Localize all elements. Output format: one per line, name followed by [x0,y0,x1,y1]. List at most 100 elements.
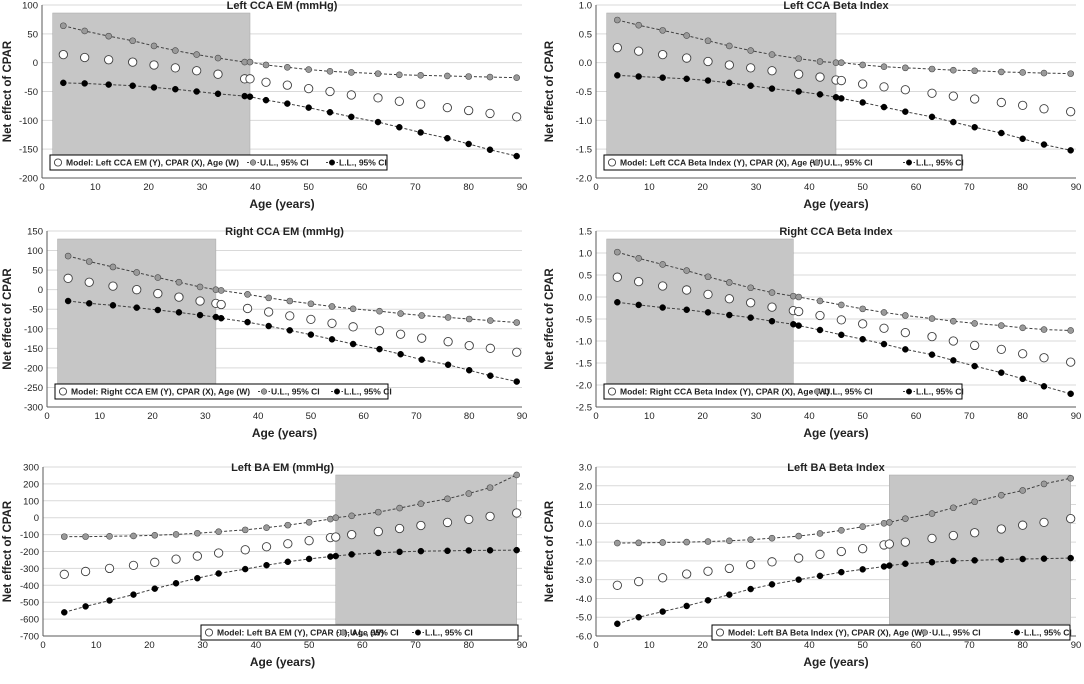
y-tick-label: 0.5 [579,29,592,40]
ul-point [286,297,294,305]
model-point [767,66,777,76]
ll-point [747,585,754,593]
ll-point [60,79,67,87]
ll-point [106,597,113,604]
ll-point [1019,555,1026,563]
ul-point [332,514,340,522]
ul-point [635,539,642,547]
model-point [325,86,335,97]
chart-panel-6: -6.0 -5.0 -4.0 -3.0 -2.0 -1.0 0.0 1.0 2.0 3.0 0 10 2… [544,462,1081,669]
model-point [996,97,1006,108]
model-point [394,96,404,106]
ll-point [886,562,893,569]
ll-point [859,99,866,106]
model-point [927,88,937,98]
model-point [612,580,622,590]
ll-point [215,570,222,577]
ll-point [1019,375,1026,383]
legend-label: U.L., 95% CI [824,387,873,397]
model-point [634,576,644,587]
ll-point [265,322,272,330]
ul-point [374,508,382,516]
legend-label: Model: Right CCA Beta Index (Y), CPAR (X… [620,387,830,397]
ll-point [704,597,712,604]
x-tick-label: 40 [253,411,264,422]
ll-point [374,118,382,126]
y-axis-label: Net effect of CPAR [544,268,556,370]
legend-marker [607,387,617,396]
ll-point [747,82,754,89]
ul-point [418,312,426,319]
ul-point [971,320,978,327]
ll-point [928,351,936,358]
ll-point [61,609,68,616]
y-tick-label: 1.0 [579,500,592,511]
x-tick-label: 90 [517,640,528,651]
model-point [634,46,644,56]
model-point [195,296,205,306]
legend-marker [921,629,929,636]
ul-point [217,287,225,294]
ll-point [375,549,382,557]
ll-point [513,546,520,554]
model-point [1039,104,1049,114]
legend-marker [905,388,913,395]
x-tick-label: 70 [410,640,421,651]
model-point [815,549,825,559]
x-tick-label: 20 [697,182,708,193]
y-tick-label: -2.5 [576,403,592,414]
y-tick-label: 1.0 [579,249,592,260]
model-point [836,75,846,86]
model-point [306,314,316,325]
ul-point [374,70,382,77]
x-tick-label: 90 [1071,182,1082,193]
model-point [767,557,777,567]
model-point [242,303,253,314]
x-tick-label: 10 [644,182,655,193]
ll-point [838,95,845,102]
model-point [304,536,314,546]
ll-point [487,372,494,379]
model-point [1039,517,1049,528]
model-point [128,57,138,67]
ul-point [397,310,404,317]
ul-point [1067,70,1074,77]
ll-point [683,75,690,83]
ll-point [971,362,978,370]
model-point [794,306,804,317]
model-point [346,90,356,100]
ul-point [998,322,1005,329]
model-point [658,281,668,291]
ll-point [1067,554,1074,562]
series-line-ul [617,477,1071,544]
ul-point [465,490,473,497]
model-point [245,74,255,84]
model-point [996,524,1006,534]
ul-point [60,22,67,30]
ul-point [704,273,712,281]
ll-point [348,113,355,121]
ll-point [444,134,451,142]
model-point [703,56,713,67]
ll-point [795,322,802,329]
x-tick-label: 20 [143,182,154,193]
ul-point [838,59,845,66]
model-point [724,294,734,304]
ll-point [950,557,957,565]
ll-point [465,366,473,374]
chart-title: Right CCA EM (mmHg) [225,226,344,238]
y-tick-label: -3.0 [576,575,592,586]
legend-label: Model: Left BA Beta Index (Y), CPAR (X),… [728,628,925,638]
model-point [104,55,114,65]
ll-point [635,73,642,80]
ll-point [241,92,248,100]
model-point [213,548,224,558]
y-tick-label: -4.0 [576,594,592,605]
legend-label: L.L., 95% CI [916,387,964,397]
model-point [682,569,692,579]
ul-point [305,518,313,526]
ll-point [635,301,642,309]
model-point [900,85,910,95]
series-line-ul [64,474,517,538]
ll-point [328,336,336,343]
